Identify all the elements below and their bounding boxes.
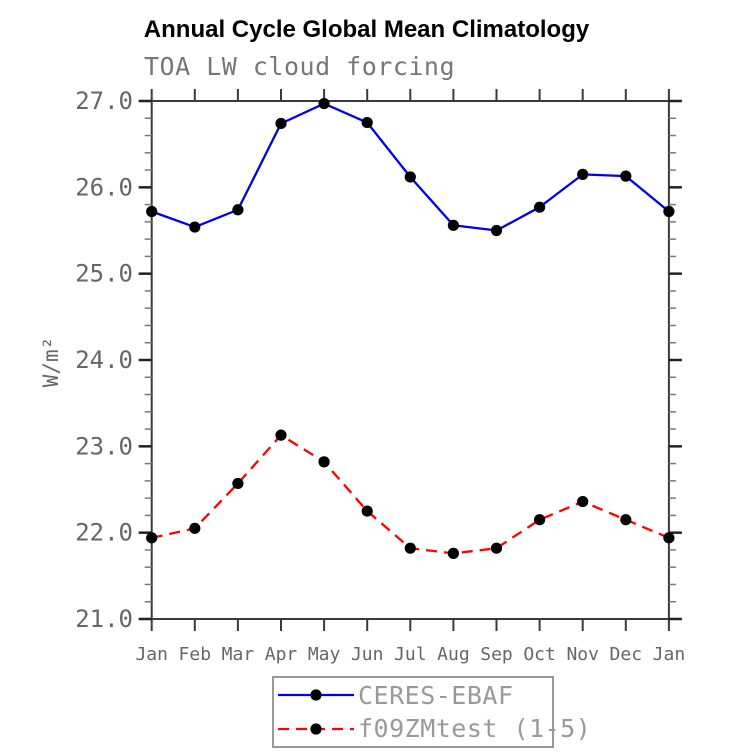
- x-tick-label: Jan: [135, 644, 168, 665]
- series-marker-1: [189, 522, 201, 534]
- y-tick-label: 27.0: [75, 87, 133, 115]
- series-marker-1: [232, 477, 244, 490]
- y-axis-label: W/m²: [39, 337, 63, 388]
- series-marker-0: [577, 168, 589, 180]
- y-tick-label: 23.0: [75, 432, 133, 460]
- y-tick-label: 25.0: [75, 260, 133, 288]
- x-tick-label: Jan: [653, 644, 686, 665]
- legend-entry-0: CERES-EBAF: [274, 679, 552, 711]
- x-tick-label: Dec: [610, 644, 643, 665]
- series-marker-0: [275, 117, 287, 130]
- series-marker-0: [318, 97, 330, 110]
- series-marker-0: [447, 219, 459, 231]
- y-tick-label: 24.0: [75, 346, 133, 374]
- series-marker-0: [189, 221, 201, 233]
- x-tick-label: Feb: [179, 644, 212, 665]
- series-line-0: [151, 102, 670, 232]
- series-marker-0: [534, 201, 546, 213]
- legend-entry-1: f09ZMtest (1-5): [274, 713, 591, 745]
- series-marker-1: [663, 532, 675, 544]
- legend-box: CERES-EBAF f09ZMtest (1-5): [272, 676, 591, 748]
- series-marker-0: [232, 204, 244, 216]
- series-marker-1: [577, 495, 589, 508]
- series-marker-0: [490, 224, 503, 237]
- legend-label-0: CERES-EBAF: [358, 680, 514, 710]
- x-tick-label: Jul: [394, 644, 427, 665]
- series-marker-0: [146, 205, 158, 218]
- series-marker-1: [146, 532, 158, 544]
- chart-title: Annual Cycle Global Mean Climatology: [143, 16, 590, 43]
- legend-sample-marker: [310, 723, 322, 735]
- x-tick-label: Mar: [222, 644, 255, 665]
- legend-label-1: f09ZMtest (1-5): [358, 714, 592, 744]
- y-tick-label: 21.0: [75, 605, 133, 633]
- series-marker-1: [447, 547, 459, 559]
- chart-subtitle: TOA LW cloud forcing: [144, 52, 456, 81]
- series-marker-1: [620, 514, 632, 526]
- y-tick-label: 22.0: [75, 519, 133, 547]
- series-line-1: [151, 433, 670, 555]
- x-tick-label: Nov: [566, 644, 599, 665]
- series-marker-1: [361, 505, 373, 517]
- legend-sample-0: [278, 689, 354, 701]
- series-marker-0: [620, 170, 632, 182]
- series-marker-1: [404, 542, 416, 554]
- x-tick-label: Apr: [265, 644, 298, 665]
- x-tick-label: Aug: [437, 644, 470, 665]
- series-marker-0: [361, 116, 373, 129]
- legend-sample-1: [278, 723, 354, 735]
- series-marker-0: [663, 205, 675, 218]
- x-tick-label: Jun: [351, 644, 384, 665]
- legend-sample-marker: [310, 689, 322, 701]
- series-marker-0: [404, 171, 416, 183]
- series-marker-1: [534, 514, 546, 526]
- series-marker-1: [275, 429, 287, 441]
- y-tick-label: 26.0: [75, 173, 133, 201]
- x-tick-label: Oct: [523, 644, 556, 665]
- series-marker-1: [490, 542, 503, 554]
- x-tick-label: Sep: [480, 644, 513, 665]
- series-marker-1: [318, 456, 330, 468]
- x-tick-label: May: [308, 644, 341, 665]
